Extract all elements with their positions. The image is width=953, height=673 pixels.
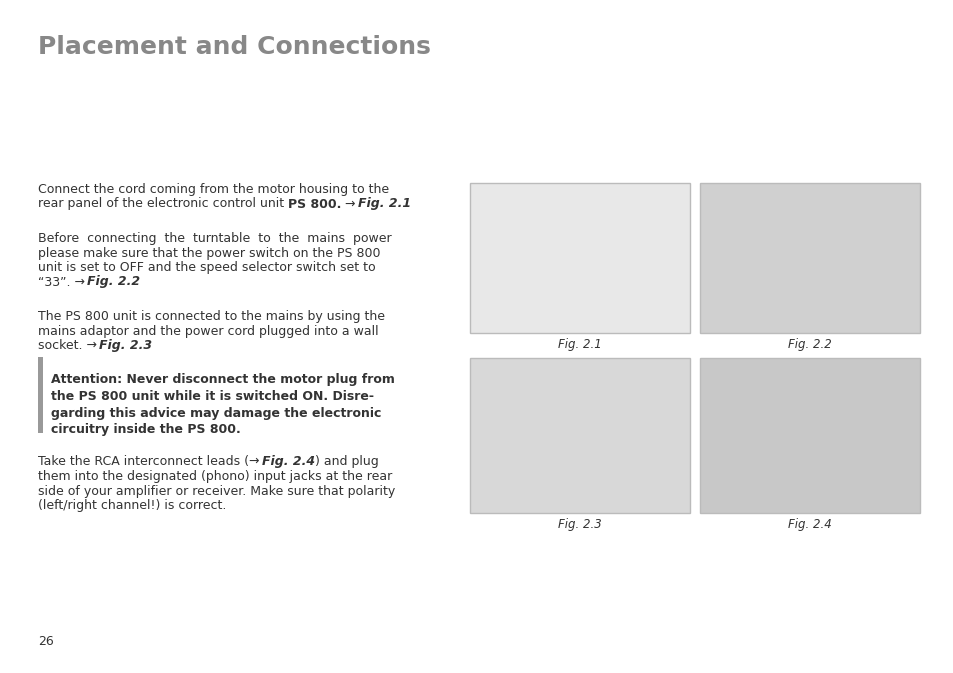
Text: Fig. 2.2: Fig. 2.2	[787, 338, 831, 351]
Text: garding this advice may damage the electronic: garding this advice may damage the elect…	[51, 406, 381, 419]
Bar	[38, 357, 43, 433]
Text: (left/right channel!) is correct.: (left/right channel!) is correct.	[38, 499, 226, 512]
Text: Fig. 2.1: Fig. 2.1	[358, 197, 411, 211]
Text: The PS 800 unit is connected to the mains by using the: The PS 800 unit is connected to the main…	[38, 310, 385, 323]
Text: Connect the cord coming from the motor housing to the: Connect the cord coming from the motor h…	[38, 183, 389, 196]
Text: socket. →: socket. →	[38, 339, 99, 352]
Text: Attention: Never disconnect the motor plug from: Attention: Never disconnect the motor pl…	[51, 374, 395, 386]
Text: Fig. 2.2: Fig. 2.2	[88, 275, 140, 289]
Text: them into the designated (phono) input jacks at the rear: them into the designated (phono) input j…	[38, 470, 392, 483]
Bar	[470, 183, 689, 333]
Text: Fig. 2.4: Fig. 2.4	[787, 518, 831, 531]
Text: side of your amplifier or receiver. Make sure that polarity: side of your amplifier or receiver. Make…	[38, 485, 395, 497]
Text: circuitry inside the PS 800.: circuitry inside the PS 800.	[51, 423, 240, 436]
Text: Placement and Connections: Placement and Connections	[38, 35, 431, 59]
Text: Fig. 2.3: Fig. 2.3	[558, 518, 601, 531]
Text: Fig. 2.4: Fig. 2.4	[262, 456, 314, 468]
Text: Fig. 2.1: Fig. 2.1	[558, 338, 601, 351]
Text: Before  connecting  the  turntable  to  the  mains  power: Before connecting the turntable to the m…	[38, 232, 392, 245]
Text: “33”. →: “33”. →	[38, 275, 88, 289]
Bar	[470, 358, 689, 513]
Text: Take the RCA interconnect leads (→: Take the RCA interconnect leads (→	[38, 456, 262, 468]
Bar	[700, 183, 919, 333]
Bar	[700, 358, 919, 513]
Text: mains adaptor and the power cord plugged into a wall: mains adaptor and the power cord plugged…	[38, 324, 378, 337]
Text: the PS 800 unit while it is switched ON. Disre-: the PS 800 unit while it is switched ON.…	[51, 390, 374, 403]
Text: PS 800.: PS 800.	[288, 197, 341, 211]
Text: 26: 26	[38, 635, 53, 648]
Text: unit is set to OFF and the speed selector switch set to: unit is set to OFF and the speed selecto…	[38, 261, 375, 274]
Text: →: →	[341, 197, 358, 211]
Text: rear panel of the electronic control unit: rear panel of the electronic control uni…	[38, 197, 288, 211]
Text: please make sure that the power switch on the PS 800: please make sure that the power switch o…	[38, 246, 380, 260]
Text: Fig. 2.3: Fig. 2.3	[99, 339, 152, 352]
Text: ) and plug: ) and plug	[314, 456, 378, 468]
